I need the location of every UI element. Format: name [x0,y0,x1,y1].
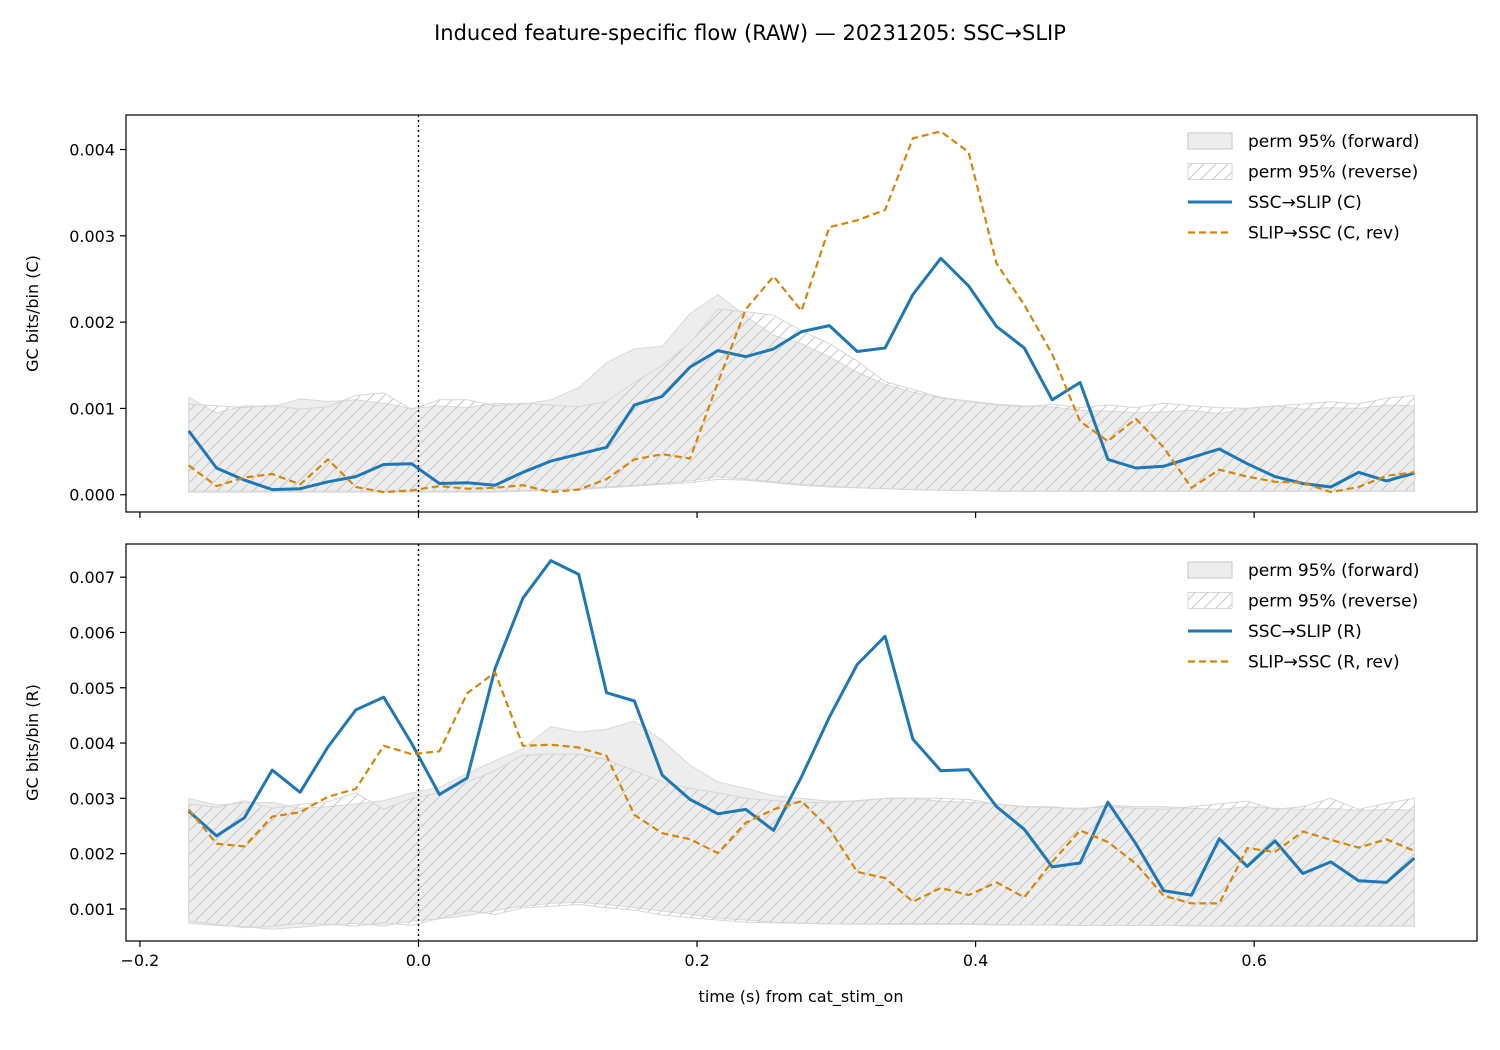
legend-swatch-forward [1187,561,1233,579]
axes-frame [125,114,1478,513]
y-tick-label: 0.000 [69,486,115,505]
y-axis-label: GC bits/bin (R) [23,684,42,801]
series-reverse-line [188,130,1415,494]
figure-title: Induced feature-specific flow (RAW) — 20… [434,21,1066,45]
y-tick-label: 0.001 [69,900,115,919]
x-tick-label: −0.2 [120,951,159,970]
legend-label: SLIP→SSC (R, rev) [1248,653,1400,673]
y-tick-label: 0.006 [69,623,115,642]
y-tick-label: 0.004 [69,141,115,160]
y-tick-label: 0.003 [69,789,115,808]
x-tick-label: 0.6 [1241,951,1266,970]
y-tick-label: 0.004 [69,734,115,753]
legend-label: perm 95% (reverse) [1248,592,1418,612]
y-tick-label: 0.003 [69,227,115,246]
series-forward-line [187,256,1415,492]
band-reverse [188,753,1415,929]
y-tick-label: 0.001 [69,399,115,418]
x-tick-label: 0.2 [684,951,709,970]
legend-label: perm 95% (forward) [1248,561,1420,581]
legend-label: perm 95% (forward) [1248,132,1420,152]
band-reverse [188,308,1415,493]
x-tick-label: 0.0 [406,951,431,970]
y-tick-label: 0.007 [69,568,115,587]
chart-panel-c: 0.000 0.001 0.002 0.003 0.004 GC bits/bin (C)… [23,114,1478,518]
legend-label: perm 95% (reverse) [1248,163,1418,183]
legend-swatch-reverse [1187,592,1233,609]
chart-panel-r: −0.2 0.0 0.2 0.4 0.6 0.001 0.002 0.003 0.004 0.00… [23,543,1478,970]
y-tick-label: 0.002 [69,845,115,864]
legend-label: SSC→SLIP (R) [1248,622,1362,642]
y-tick-label: 0.002 [69,313,115,332]
legend-label: SSC→SLIP (C) [1248,193,1362,213]
x-tick-label: 0.4 [963,951,988,970]
legend-swatch-reverse [1187,163,1233,180]
y-tick-label: 0.005 [69,679,115,698]
x-axis-label: time (s) from cat_stim_on [699,987,904,1007]
series-forward-line [187,559,1416,897]
legend-label: SLIP→SSC (C, rev) [1248,224,1400,244]
y-axis-label: GC bits/bin (C) [23,255,42,372]
legend-swatch-forward [1187,132,1233,150]
